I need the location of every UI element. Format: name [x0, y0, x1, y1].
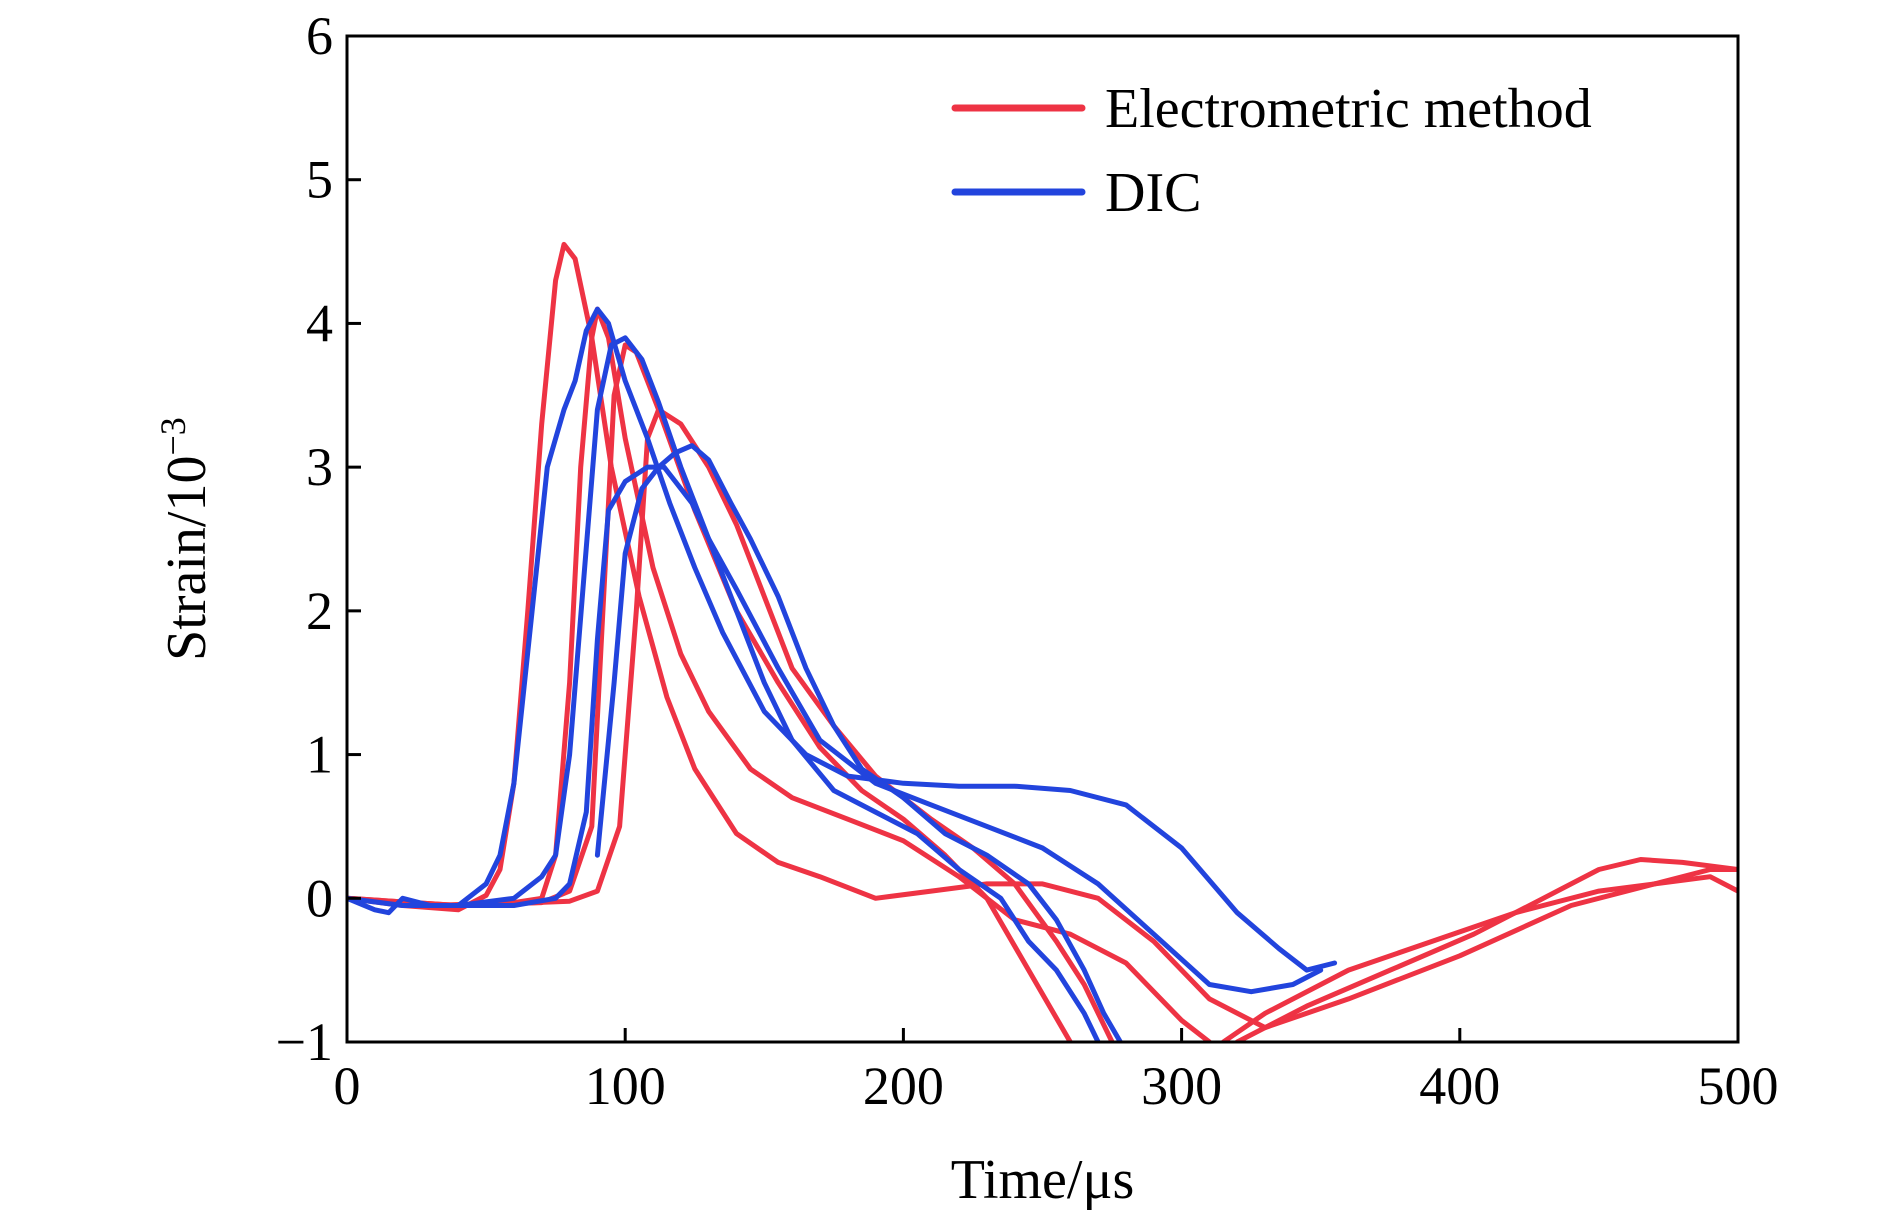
- dic-series-line-9: [428, 464, 1101, 1042]
- y-tick-label: −1: [276, 1012, 333, 1072]
- dic-series-line-10: [594, 443, 1123, 1042]
- x-tick-label: 100: [585, 1056, 666, 1116]
- y-tick-label: 4: [306, 293, 333, 353]
- y-axis-label-base: Strain/10: [156, 455, 218, 660]
- y-tick-label: 3: [306, 437, 333, 497]
- x-tick-label: 0: [334, 1056, 361, 1116]
- electrometric-series-line-4: [347, 407, 1115, 1042]
- x-axis-label: Time/μs: [951, 1149, 1135, 1211]
- y-tick-label: 1: [306, 725, 333, 785]
- legend-label: DIC: [1105, 162, 1201, 224]
- electrometric-series-line-6: [1234, 857, 1738, 1042]
- plot-frame: [345, 34, 1740, 1044]
- y-axis-label: Strain/10−3: [153, 417, 218, 661]
- y-tick-label: 0: [306, 868, 333, 928]
- x-tick-label: 500: [1698, 1056, 1779, 1116]
- x-tick-label: 300: [1141, 1056, 1222, 1116]
- x-tick-label: 400: [1419, 1056, 1500, 1116]
- dic-series-line-7: [347, 306, 1338, 973]
- legend-label: Electrometric method: [1105, 78, 1592, 140]
- y-tick-label: 5: [306, 150, 333, 210]
- series-layer: [347, 241, 1738, 1042]
- electrometric-series-line-2: [347, 306, 1212, 1042]
- dic-series-line-8: [347, 335, 1324, 995]
- y-tick-label: 6: [306, 6, 333, 66]
- electrometric-series-line-3: [347, 342, 1073, 1042]
- y-axis-label-exponent: −3: [153, 417, 193, 455]
- x-tick-label: 200: [863, 1056, 944, 1116]
- legend: Electrometric method DIC: [951, 78, 1592, 224]
- y-tick-label: 2: [306, 581, 333, 641]
